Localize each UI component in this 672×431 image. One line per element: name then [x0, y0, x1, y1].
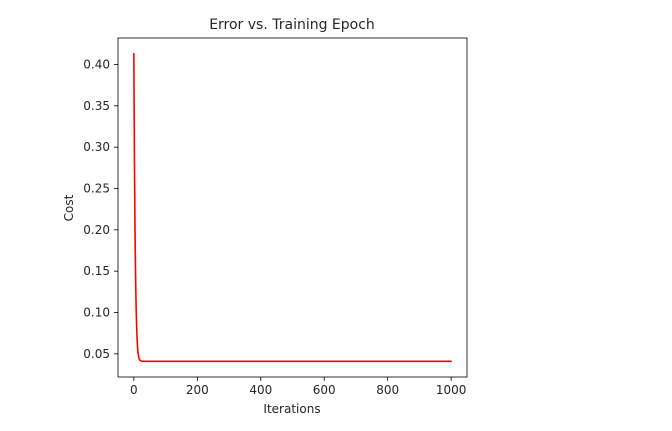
x-tick-label: 800 — [376, 383, 399, 397]
y-tick-label: 0.10 — [83, 306, 110, 320]
x-tick-label: 200 — [186, 383, 209, 397]
series-line — [133, 52, 452, 363]
y-axis-label: Cost — [62, 194, 76, 221]
x-tick-label: 1000 — [436, 383, 467, 397]
chart-title: Error vs. Training Epoch — [209, 17, 375, 33]
y-tick-label: 0.40 — [83, 57, 110, 71]
x-tick-label: 400 — [249, 383, 272, 397]
y-tick-label: 0.25 — [83, 181, 110, 195]
y-tick-label: 0.30 — [83, 140, 110, 154]
x-axis-label: Iterations — [263, 402, 320, 416]
x-tick-label: 0 — [130, 383, 138, 397]
y-tick-label: 0.35 — [83, 99, 110, 113]
y-tick-label: 0.15 — [83, 264, 110, 278]
plot-frame — [117, 37, 468, 378]
y-tick-label: 0.20 — [83, 223, 110, 237]
y-tick-label: 0.05 — [83, 347, 110, 361]
plot-area — [133, 52, 452, 363]
x-tick-label: 600 — [313, 383, 336, 397]
